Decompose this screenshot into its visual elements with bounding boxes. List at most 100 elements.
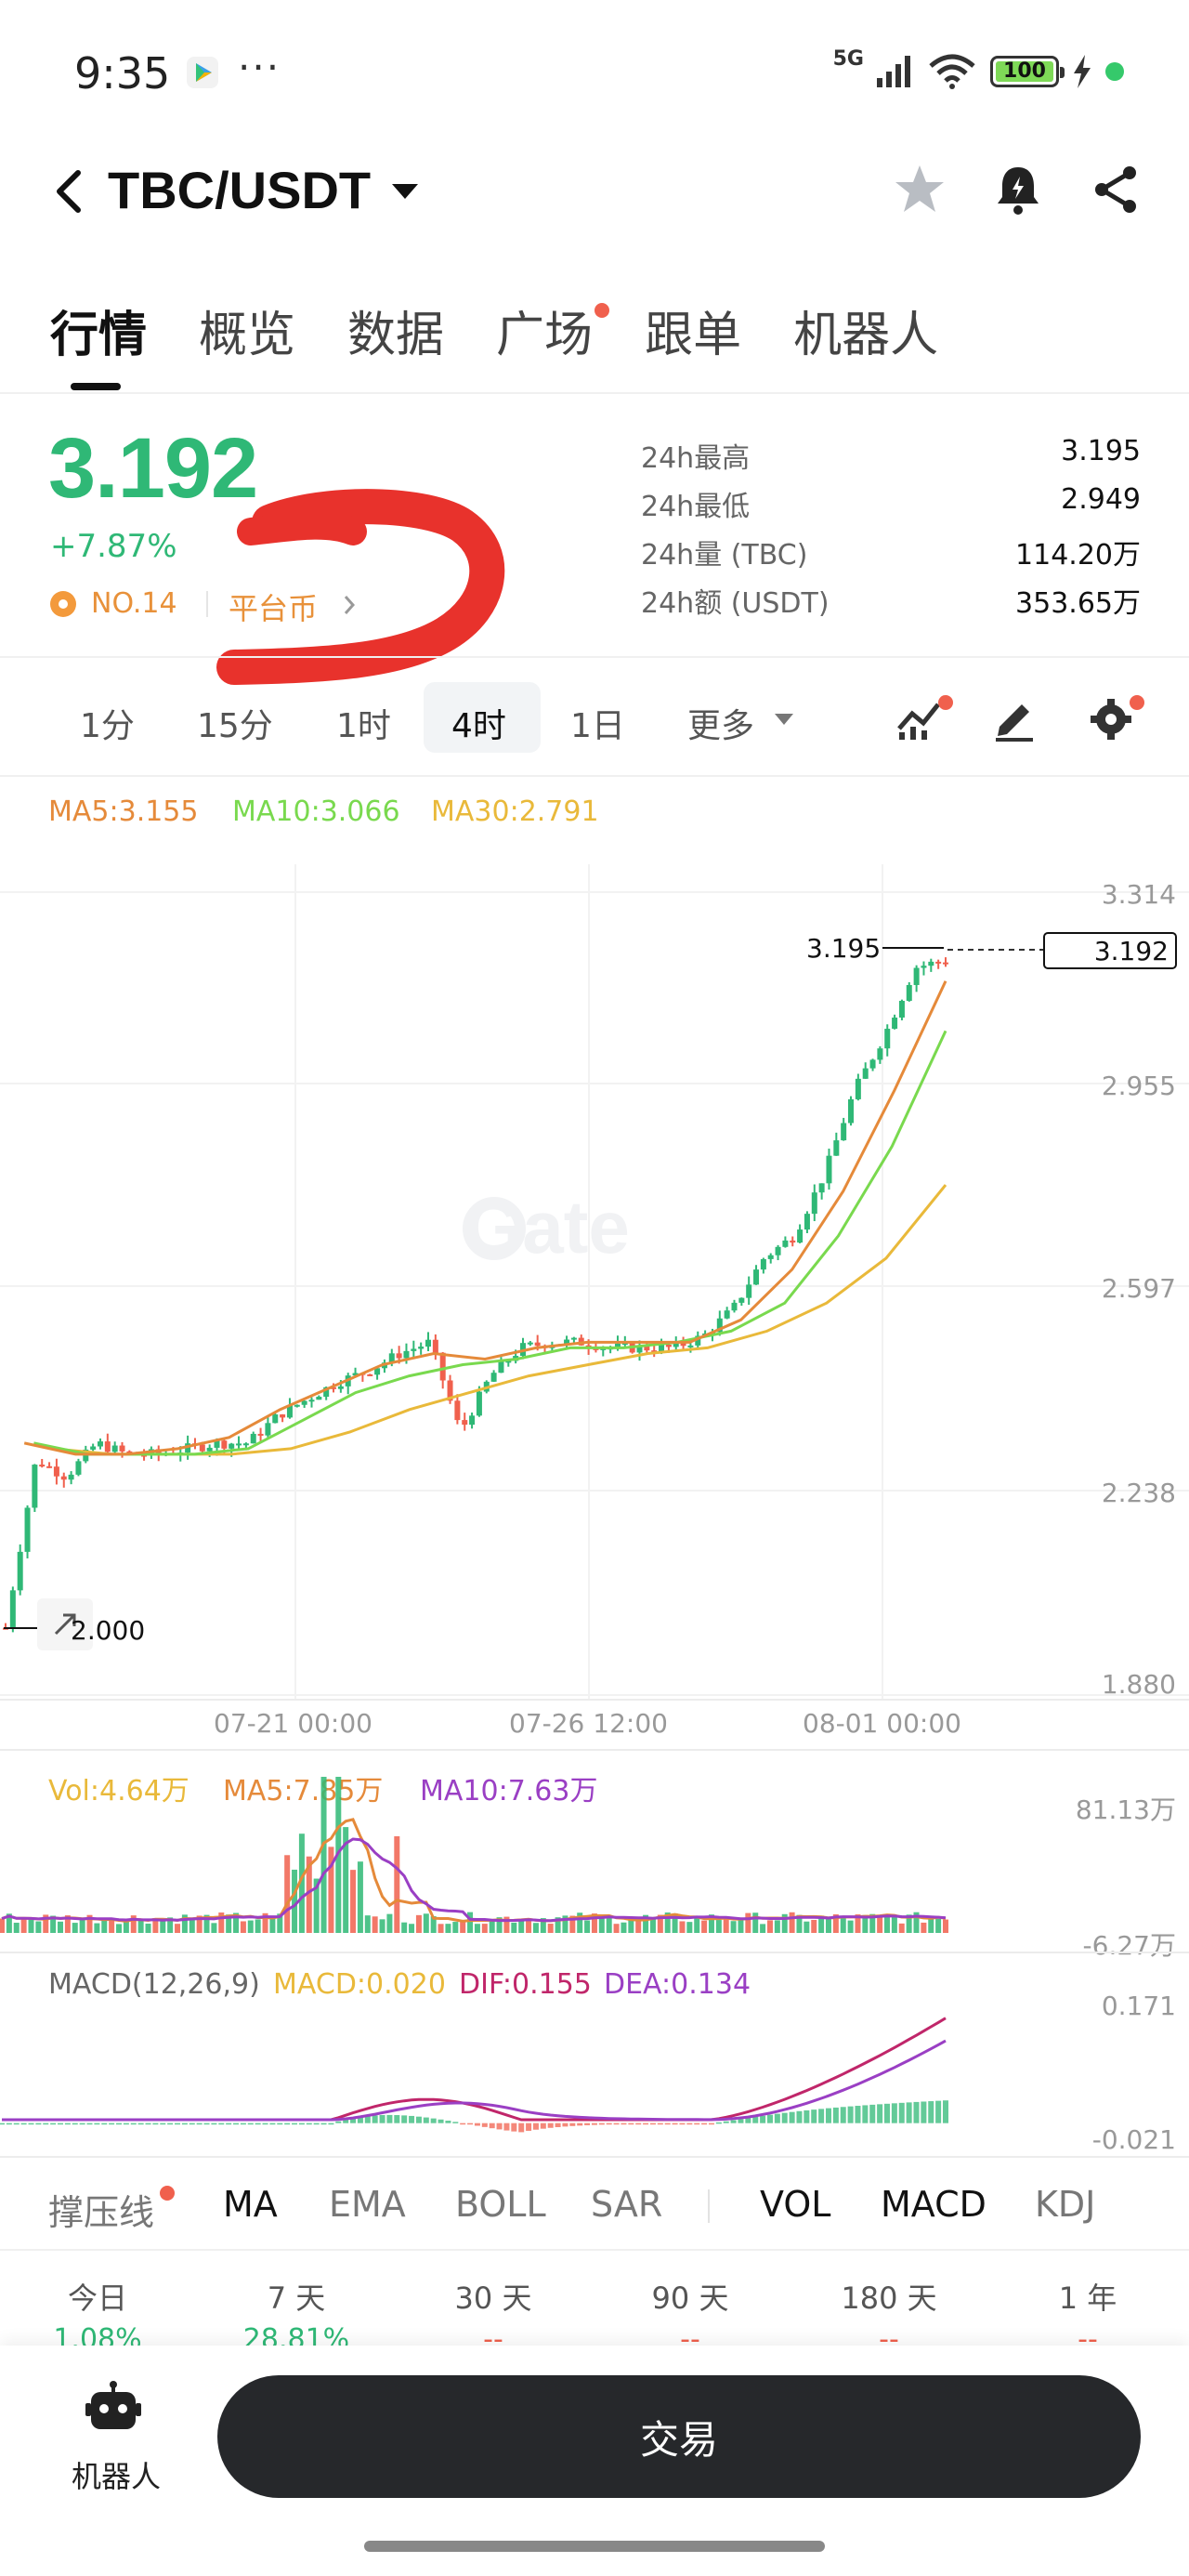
macd-bar bbox=[606, 2123, 612, 2125]
macd-bar bbox=[130, 2123, 137, 2125]
alert-bell-icon[interactable] bbox=[988, 160, 1048, 219]
volume-bar bbox=[606, 1915, 612, 1933]
stat-volume-label: 24h量 (TBC) bbox=[641, 539, 808, 572]
volume-bar bbox=[883, 1915, 890, 1933]
volume-bar bbox=[766, 1920, 773, 1933]
back-icon[interactable] bbox=[50, 165, 87, 217]
indicator-sar[interactable]: SAR bbox=[591, 2184, 663, 2225]
macd-bar bbox=[869, 2104, 876, 2123]
macd-bar bbox=[262, 2123, 268, 2125]
indicator-chart-icon[interactable] bbox=[894, 691, 946, 743]
interval-1m[interactable]: 1分 bbox=[80, 707, 135, 745]
ma30-legend: MA30:2.791 bbox=[431, 795, 599, 828]
volume-bar bbox=[262, 1912, 268, 1933]
share-icon[interactable] bbox=[1087, 160, 1146, 219]
expand-icon[interactable] bbox=[54, 1613, 76, 1636]
macd-bar bbox=[891, 2103, 897, 2123]
volume-bar bbox=[745, 1912, 751, 1933]
tab-market[interactable]: 行情 bbox=[50, 308, 148, 363]
macd-bar bbox=[715, 2122, 722, 2124]
tab-data[interactable]: 数据 bbox=[347, 308, 445, 363]
candle-body bbox=[731, 1302, 738, 1311]
candle-body bbox=[439, 1352, 446, 1381]
interval-1d[interactable]: 1日 bbox=[570, 707, 625, 745]
interval-15m[interactable]: 15分 bbox=[197, 707, 273, 745]
macd-bar bbox=[532, 2123, 539, 2130]
interval-1h[interactable]: 1时 bbox=[336, 707, 391, 745]
bot-label[interactable]: 机器人 bbox=[71, 2459, 161, 2494]
macd-bar bbox=[789, 2111, 795, 2123]
indicator-kdj[interactable]: KDJ bbox=[1035, 2184, 1096, 2225]
macd-bar bbox=[320, 2123, 327, 2125]
volume-bar bbox=[13, 1923, 20, 1933]
candle-body bbox=[665, 1344, 672, 1347]
candle-body bbox=[775, 1246, 781, 1255]
candle-body bbox=[126, 1451, 133, 1453]
candle-body bbox=[425, 1339, 432, 1347]
macd-bar bbox=[160, 2123, 166, 2125]
settings-gear-icon[interactable] bbox=[1085, 691, 1137, 743]
indicator-ma[interactable]: MA bbox=[223, 2184, 278, 2225]
macd-bar bbox=[394, 2115, 400, 2123]
volume-bar bbox=[898, 1923, 905, 1933]
candle-body bbox=[242, 1443, 249, 1446]
signal-icon bbox=[877, 56, 910, 87]
chevron-down-icon[interactable] bbox=[775, 714, 793, 725]
candle-body bbox=[331, 1387, 337, 1389]
candlestick-chart[interactable]: Gate 3.195 3.192 2.000 bbox=[0, 864, 1189, 1701]
candle-body bbox=[301, 1400, 307, 1405]
chevron-right-icon[interactable] bbox=[340, 591, 359, 619]
macd-bar bbox=[613, 2123, 620, 2125]
volume-bar bbox=[715, 1920, 722, 1933]
indicator-macd[interactable]: MACD bbox=[881, 2184, 986, 2225]
candle-body bbox=[60, 1476, 67, 1480]
trade-button[interactable]: 交易 bbox=[217, 2375, 1141, 2498]
draw-pencil-icon[interactable] bbox=[988, 691, 1040, 743]
macd-bar bbox=[6, 2123, 12, 2125]
interval-more[interactable]: 更多 bbox=[687, 707, 755, 745]
macd-bar bbox=[145, 2123, 151, 2125]
indicator-vol[interactable]: VOL bbox=[760, 2184, 831, 2225]
candle-body bbox=[498, 1360, 504, 1373]
volume-bar bbox=[130, 1915, 137, 1933]
robot-icon[interactable] bbox=[85, 2381, 141, 2435]
y-axis-tick: 2.597 bbox=[1101, 1273, 1176, 1304]
current-price-label: 3.192 bbox=[1094, 936, 1169, 966]
low-marker-label: 2.000 bbox=[71, 1615, 145, 1646]
star-icon[interactable] bbox=[890, 160, 949, 219]
volume-bar bbox=[460, 1920, 466, 1933]
indicator-boll[interactable]: BOLL bbox=[455, 2184, 546, 2225]
pair-title[interactable]: TBC/USDT bbox=[108, 161, 372, 219]
candle-body bbox=[636, 1345, 643, 1353]
volume-bar bbox=[160, 1918, 166, 1933]
candle-body bbox=[229, 1443, 235, 1449]
interval-4h[interactable]: 4时 bbox=[451, 707, 506, 745]
candle-body bbox=[9, 1590, 16, 1628]
volume-bar bbox=[496, 1917, 503, 1933]
tab-square[interactable]: 广场 bbox=[496, 296, 610, 365]
macd-bar bbox=[774, 2113, 780, 2123]
home-indicator[interactable] bbox=[364, 2541, 825, 2552]
macd-bar bbox=[350, 2118, 357, 2123]
tab-copy-trading[interactable]: 跟单 bbox=[645, 308, 742, 363]
candle-body bbox=[53, 1466, 59, 1477]
tab-overview[interactable]: 概览 bbox=[199, 308, 296, 363]
indicator-ema[interactable]: EMA bbox=[329, 2184, 406, 2225]
volume-bar bbox=[855, 1914, 861, 1933]
volume-bar bbox=[116, 1924, 123, 1933]
macd-bar bbox=[649, 2123, 656, 2125]
category-link[interactable]: 平台币 bbox=[229, 591, 319, 626]
macd-bar bbox=[804, 2109, 810, 2123]
volume-bar bbox=[357, 1861, 363, 1933]
volume-bar bbox=[877, 1914, 883, 1933]
candle-body bbox=[214, 1440, 220, 1448]
volume-bar bbox=[752, 1912, 759, 1933]
volume-bar bbox=[394, 1836, 400, 1933]
indicator-support-resistance[interactable]: 撑压线 bbox=[48, 2192, 155, 2233]
macd-title: MACD(12,26,9) bbox=[48, 1968, 260, 2001]
tab-bots[interactable]: 机器人 bbox=[793, 308, 939, 363]
candle-body bbox=[32, 1465, 38, 1508]
macd-chart bbox=[0, 2017, 948, 2133]
chevron-down-icon[interactable] bbox=[392, 184, 418, 199]
volume-bar bbox=[613, 1924, 620, 1933]
